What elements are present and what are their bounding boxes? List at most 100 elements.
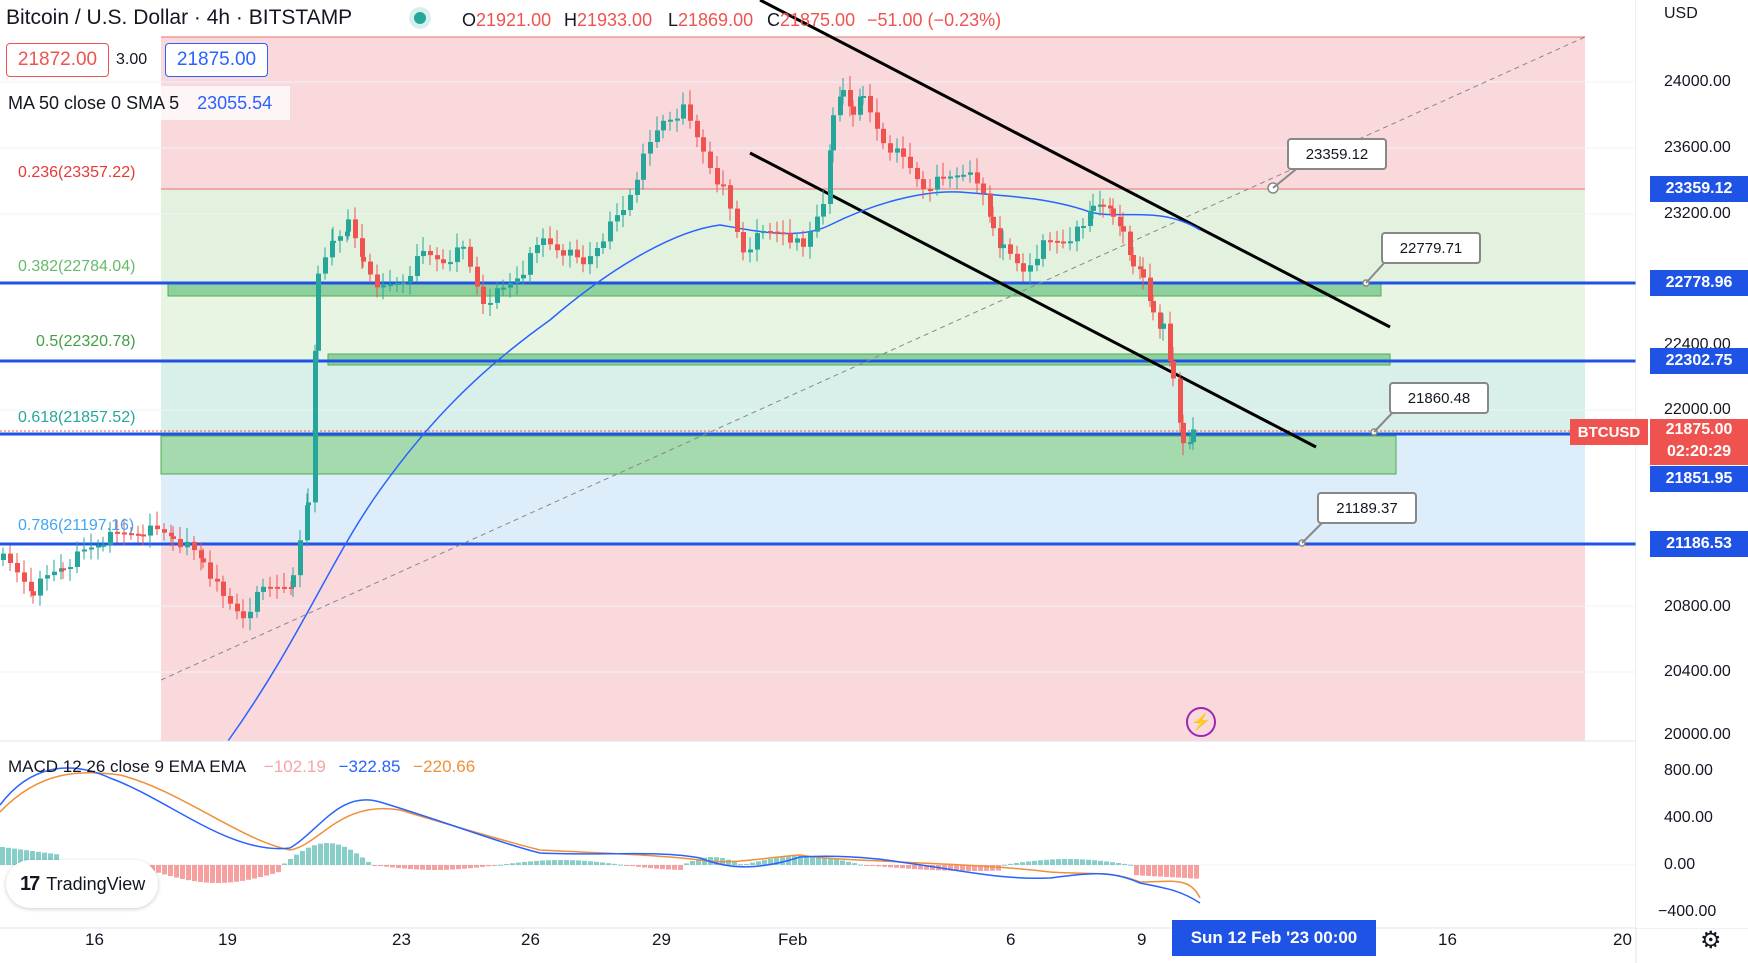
ma-indicator-legend[interactable]: MA 50 close 0 SMA 5 23055.54 (0, 86, 290, 120)
macd-histogram-bar (696, 859, 701, 865)
candle-body (481, 286, 486, 304)
channel-lower-line[interactable] (749, 151, 1317, 449)
macd-histogram-bar (354, 853, 359, 865)
candle-body (361, 256, 366, 262)
macd-histogram-bar (486, 865, 491, 867)
support-zone-3 (160, 435, 1397, 475)
macd-histogram-bar (306, 847, 311, 865)
macd-histogram-bar (906, 865, 911, 869)
ohlc-change: −51.00 (−0.23%) (867, 10, 1002, 30)
price-tag-23359: 23359.12 (1650, 176, 1748, 202)
ma-label: MA 50 close 0 SMA 5 (8, 92, 180, 113)
symbol-title[interactable]: Bitcoin / U.S. Dollar · 4h · BITSTAMP (6, 6, 353, 29)
macd-histogram-bar (732, 861, 737, 865)
macd-histogram-bar (540, 860, 545, 865)
fib-label-0382: 0.382(22784.04) (18, 258, 136, 275)
currency-selector[interactable]: USD (1664, 5, 1698, 22)
macd-histogram-bar (756, 861, 761, 865)
candle-body (1118, 216, 1123, 227)
macd-histogram-bar (1002, 864, 1007, 866)
macd-histogram-bar (522, 861, 527, 865)
candle-body (1181, 422, 1186, 444)
candle-body (595, 248, 600, 257)
macd-histogram-bar (264, 865, 269, 876)
macd-histogram-bar (1080, 859, 1085, 865)
macd-histogram-bar (396, 865, 401, 869)
candle-body (401, 282, 406, 285)
price-tick: 23600.00 (1664, 139, 1731, 156)
candle-body (741, 232, 746, 253)
candle-body (991, 216, 996, 229)
candle-body (515, 278, 520, 283)
macd-histogram-bar (1026, 861, 1031, 865)
candle-body (141, 534, 146, 537)
macd-histogram-bar (1152, 865, 1157, 877)
candle-body (268, 586, 273, 589)
macd-histogram-bar (606, 863, 611, 865)
time-tick: 6 (1006, 930, 1016, 949)
ohlc-low: L21869.00 (668, 10, 754, 30)
candle-body (45, 575, 50, 579)
callout-label[interactable]: 22779.71 (1381, 232, 1481, 264)
macd-histogram-bar (180, 865, 185, 879)
candle-body (875, 112, 880, 129)
candle-body (1088, 210, 1093, 226)
candle-body (588, 256, 593, 265)
macd-legend[interactable]: MACD 12 26 close 9 EMA EMA −102.19 −322.… (8, 757, 475, 777)
macd-histogram-bar (1122, 863, 1127, 865)
macd-histogram-bar (870, 865, 875, 866)
macd-tick: 400.00 (1664, 809, 1713, 826)
macd-histogram-bar (1134, 865, 1139, 876)
settings-gear-icon[interactable]: ⚙ (1700, 927, 1722, 954)
candle-body (68, 567, 73, 570)
candle-body (338, 236, 343, 241)
support-zone-1 (167, 283, 1382, 297)
macd-histogram-bar (630, 865, 635, 867)
candle-body (22, 572, 27, 582)
last-price-tag: 21875.00 02:20:29 (1650, 419, 1748, 465)
tradingview-logo[interactable]: 17 TradingView (6, 860, 158, 908)
tradingview-logo-text: TradingView (46, 873, 146, 894)
candle-body (235, 603, 240, 612)
macd-histogram-bar (48, 853, 53, 865)
callout-label[interactable]: 21860.48 (1389, 382, 1489, 414)
candle-body (908, 156, 913, 168)
macd-histogram-bar (318, 843, 323, 865)
macd-histogram-bar (168, 865, 173, 877)
callout-label[interactable]: 21189.37 (1317, 492, 1417, 524)
macd-histogram-bar (948, 865, 953, 871)
candlesticks (1, 76, 1196, 631)
candle-body (781, 232, 786, 235)
callout-label[interactable]: 23359.12 (1287, 138, 1387, 170)
sell-button[interactable]: 21872.00 (6, 43, 109, 77)
candle-body (360, 238, 365, 257)
macd-histogram-bar (6, 847, 11, 865)
channel-upper-line[interactable] (759, 0, 1391, 329)
candle-body (185, 541, 190, 548)
macd-histogram-bar (816, 856, 821, 865)
candle-body (1191, 429, 1196, 443)
candle-body (346, 219, 351, 232)
candle-body (1158, 312, 1163, 329)
lightning-icon[interactable]: ⚡ (1186, 707, 1216, 737)
candle-body (955, 175, 960, 178)
candle-body (858, 96, 863, 115)
macd-hist-value: −102.19 (263, 757, 326, 776)
macd-histogram-bar (690, 861, 695, 865)
macd-histogram-bar (954, 865, 959, 871)
candle-body (169, 532, 174, 537)
candle-body (821, 204, 826, 217)
macd-histogram-bar (1038, 860, 1043, 865)
macd-histogram-bar (204, 865, 209, 883)
macd-histogram-bar (1176, 865, 1181, 878)
candle-body (1171, 361, 1176, 379)
candle-body (162, 529, 167, 533)
macd-histogram-bar (156, 865, 161, 873)
price-tag-22778: 22778.96 (1650, 270, 1748, 296)
symbol-tag: BTCUSD (1570, 419, 1648, 445)
candle-body (228, 596, 233, 604)
buy-button[interactable]: 21875.00 (165, 43, 268, 77)
candle-body (1148, 277, 1153, 301)
candle-body (1055, 240, 1060, 243)
